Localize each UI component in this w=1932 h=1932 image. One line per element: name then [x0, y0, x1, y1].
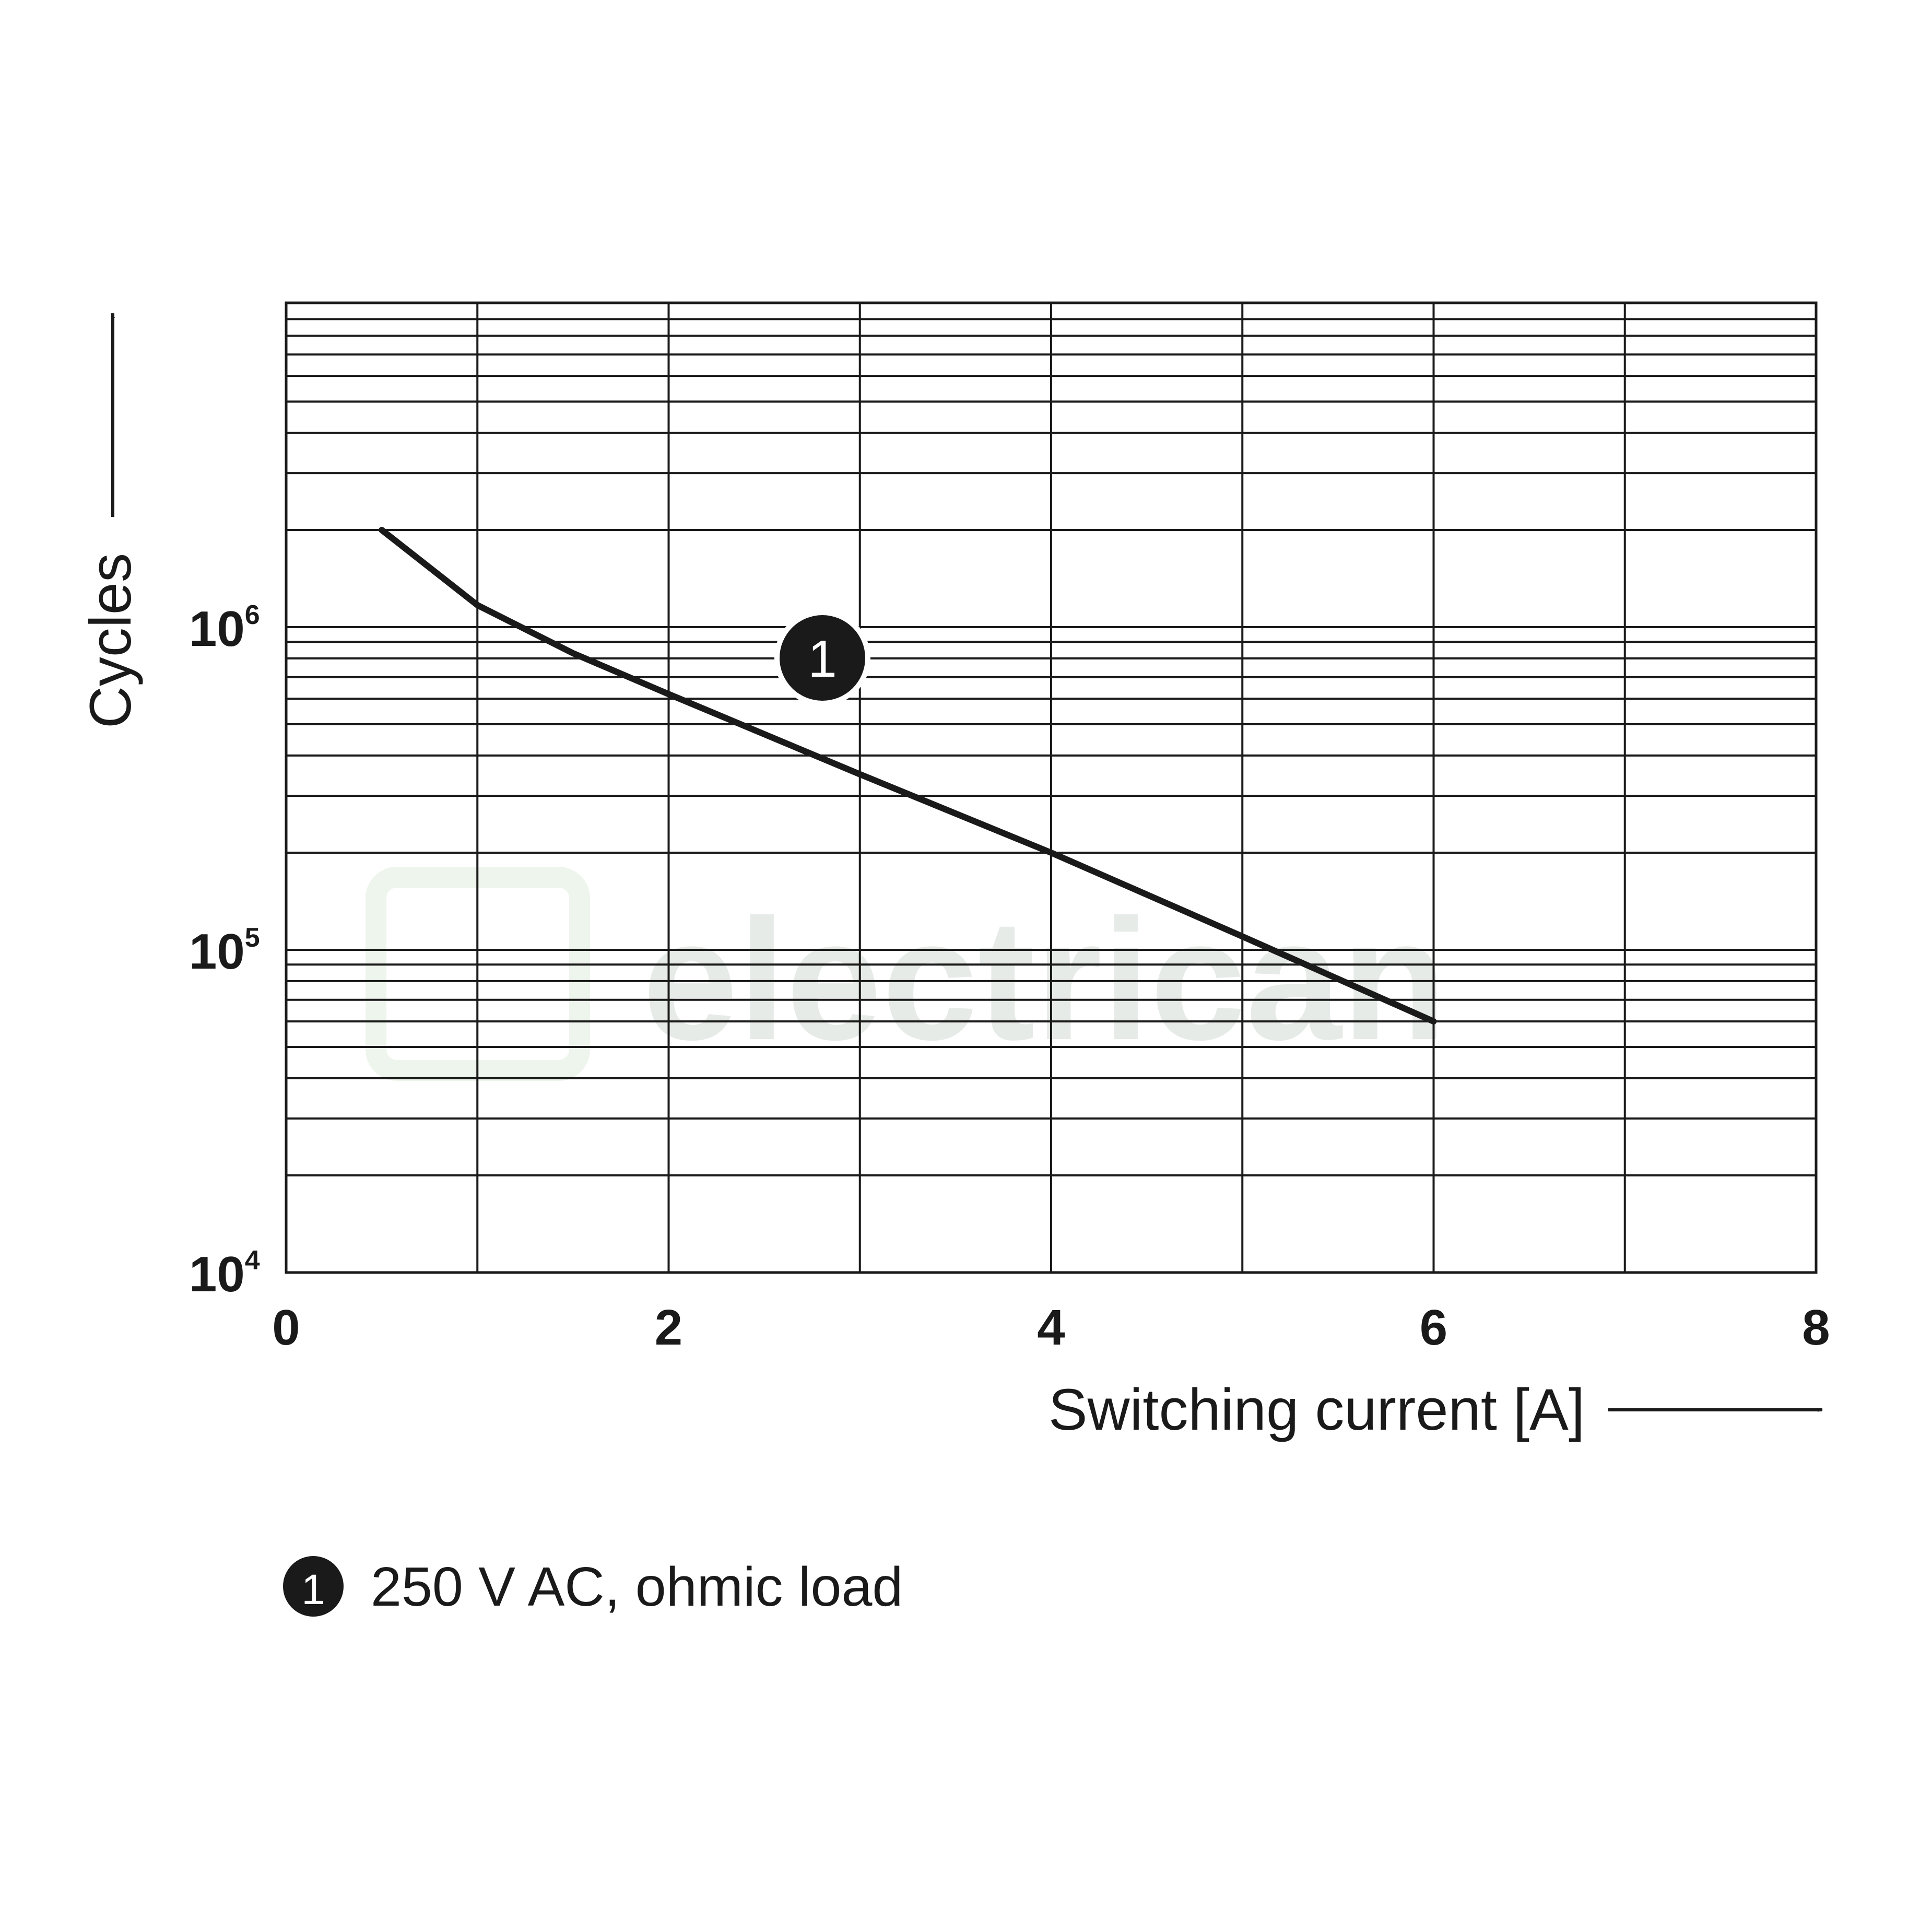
legend-marker-badge	[283, 1556, 344, 1617]
x-tick-label: 6	[1420, 1300, 1447, 1356]
x-tick-label: 0	[272, 1300, 300, 1356]
plot-grid	[286, 303, 1816, 1273]
x-tick-label: 4	[1037, 1300, 1065, 1356]
curve-marker-label: 1	[808, 630, 837, 688]
watermark: electrican	[366, 867, 1447, 1081]
plot-frame	[285, 301, 1818, 1274]
x-tick-label: 2	[655, 1300, 682, 1356]
x-axis-label: Switching current [A]	[1049, 1377, 1585, 1442]
legend-marker-label: 1	[301, 1566, 325, 1613]
curve-marker-badge: 1	[774, 610, 870, 706]
y-tick-label: 105	[189, 923, 260, 980]
series-line-250vac	[379, 527, 1437, 1025]
legend: 1 250 V AC, ohmic load	[283, 1556, 903, 1618]
y-axis-label: Cycles	[78, 553, 143, 728]
y-tick-labels: 104 105 106	[189, 600, 260, 1302]
watermark-text: electrican	[642, 883, 1447, 1076]
x-tick-label: 8	[1802, 1300, 1830, 1356]
y-tick-label: 106	[189, 600, 260, 657]
y-tick-label: 104	[189, 1245, 260, 1302]
legend-entry-label: 250 V AC, ohmic load	[371, 1556, 903, 1618]
x-tick-labels: 0 2 4 6 8	[272, 1300, 1830, 1356]
